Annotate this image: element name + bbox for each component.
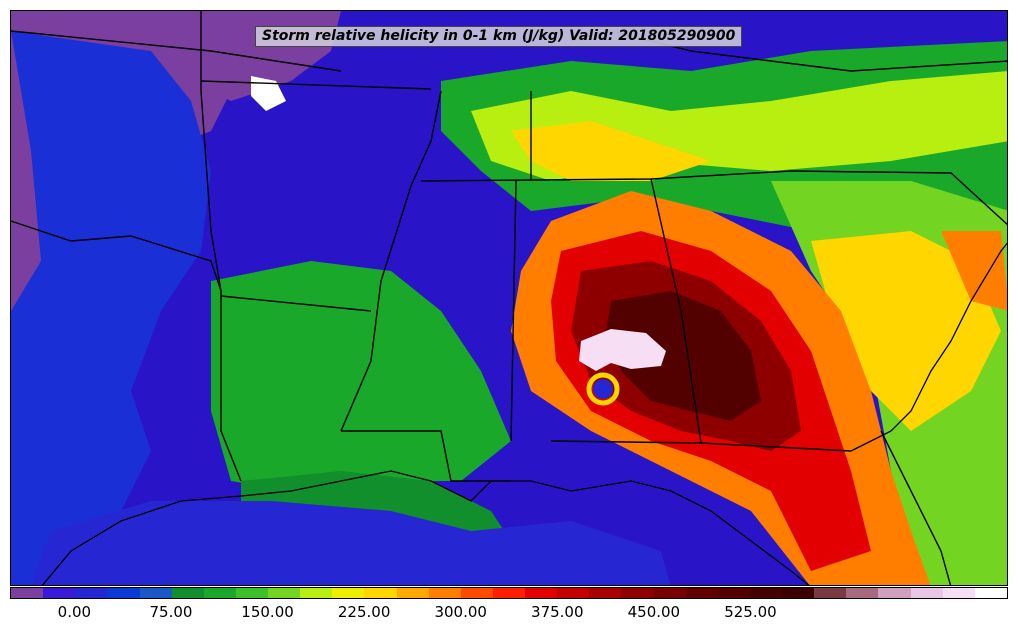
east-orange-patch: [941, 231, 1007, 311]
coastline: [41, 242, 1007, 585]
colorbar-tick-label: 150.00: [241, 603, 294, 621]
colorbar-swatch-24: [782, 588, 815, 598]
colorbar-swatch-22: [717, 588, 750, 598]
colorbar-swatch-7: [235, 588, 268, 598]
map-canvas: [11, 11, 1007, 585]
colorbar-swatch-29: [942, 588, 975, 598]
colorbar-swatch-4: [139, 588, 172, 598]
colorbar-swatch-20: [653, 588, 686, 598]
state-boundaries: [11, 11, 1007, 585]
colorbar-tick-label: 225.00: [337, 603, 391, 621]
colorbar-tick-label: 525.00: [724, 603, 777, 621]
colorbar-swatch-21: [685, 588, 718, 598]
colorbar-swatch-8: [268, 588, 301, 598]
colorbar-swatch-30: [974, 588, 1007, 598]
colorbar-tick-label: 375.00: [531, 603, 584, 621]
north-yellow-band: [511, 121, 711, 181]
colorbar-swatch-13: [428, 588, 461, 598]
gulf-blue-region: [31, 501, 671, 585]
colorbar-swatch-16: [525, 588, 558, 598]
colorbar-swatch-10: [332, 588, 365, 598]
colorbar-swatch-23: [749, 588, 782, 598]
colorbar-swatch-12: [396, 588, 429, 598]
colorbar-swatch-11: [364, 588, 397, 598]
colorbar-swatch-0: [11, 588, 44, 598]
colorbar-swatch-3: [107, 588, 140, 598]
colorbar-swatch-2: [75, 588, 108, 598]
colorbar-swatch-1: [43, 588, 76, 598]
colorbar-swatch-28: [910, 588, 943, 598]
colorbar-swatch-15: [492, 588, 525, 598]
west-blue-region: [11, 31, 211, 585]
colorbar-swatch-18: [589, 588, 622, 598]
colorbar-tick-label: 300.00: [434, 603, 487, 621]
helicity-map: Storm relative helicity in 0-1 km (J/kg)…: [10, 10, 1008, 586]
nw-white-patch: [251, 76, 286, 111]
map-title: Storm relative helicity in 0-1 km (J/kg)…: [255, 26, 743, 47]
colorbar-swatch-14: [460, 588, 493, 598]
colorbar-swatch-26: [846, 588, 879, 598]
colorbar-swatch-9: [300, 588, 333, 598]
colorbar-swatch-19: [621, 588, 654, 598]
colorbar: [10, 587, 1008, 599]
storm-eye: [593, 379, 613, 399]
colorbar-swatch-6: [203, 588, 236, 598]
storm-verydarkred-region: [606, 291, 761, 421]
colorbar-swatch-27: [878, 588, 911, 598]
central-green-region: [211, 261, 511, 491]
colorbar-swatch-5: [171, 588, 204, 598]
colorbar-swatch-25: [814, 588, 847, 598]
storm-eye-ring: [586, 372, 620, 406]
east-yellow-region: [811, 231, 1001, 431]
colorbar-tick-label: 0.00: [57, 603, 92, 621]
colorbar-tick-label: 75.00: [149, 603, 193, 621]
colorbar-tick-label: 450.00: [627, 603, 681, 621]
colorbar-tick-labels: 0.00 75.00 150.00 225.00 300.00 375.00 450.00 5…: [10, 601, 1008, 625]
storm-pink-core: [579, 329, 666, 371]
colorbar-swatch-17: [557, 588, 590, 598]
